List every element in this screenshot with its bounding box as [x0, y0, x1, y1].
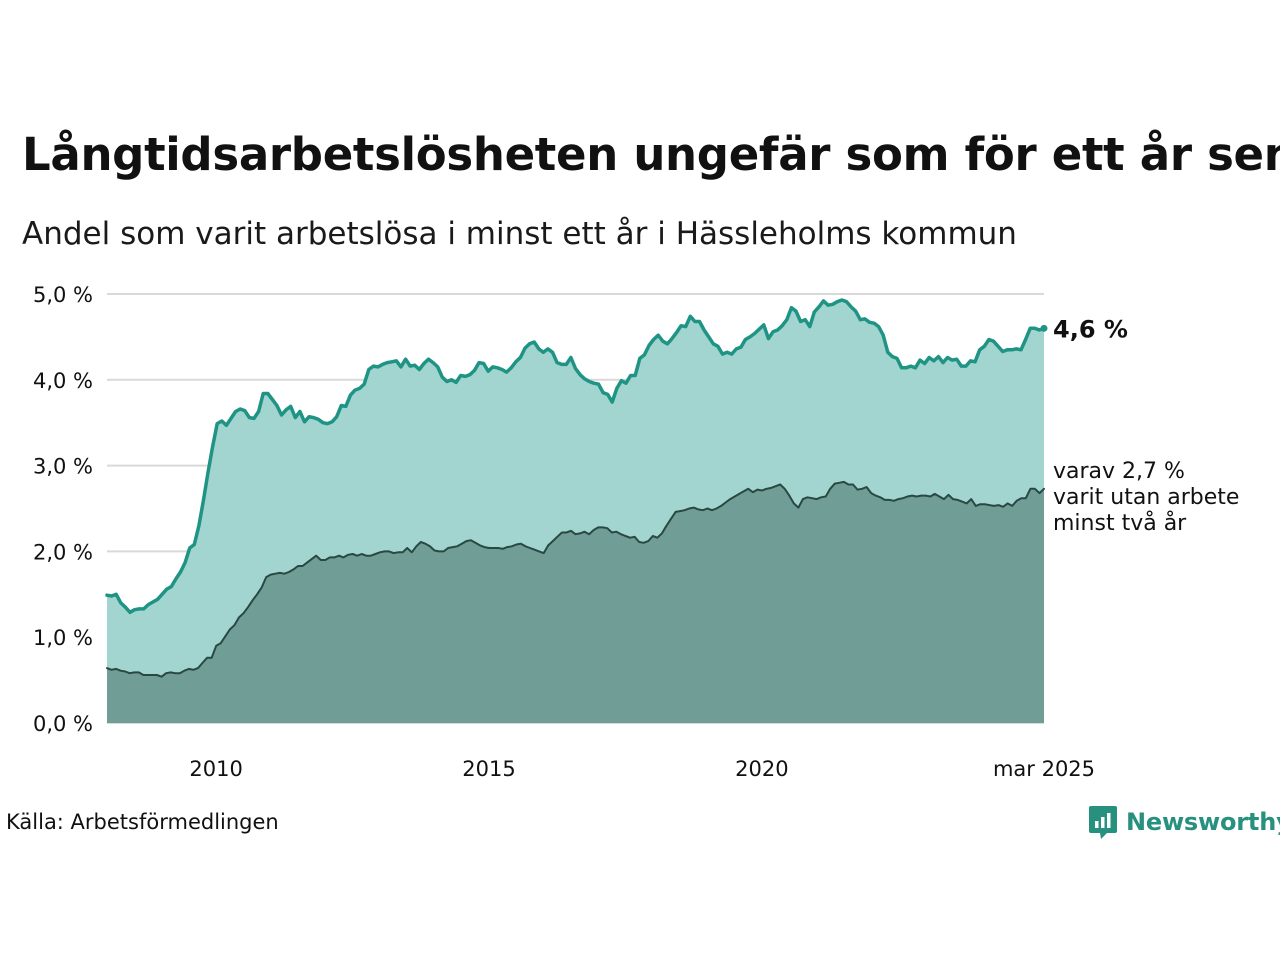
series-areas	[107, 300, 1044, 723]
newsworthy-logo-icon	[1089, 806, 1117, 839]
chart-subtitle: Andel som varit arbetslösa i minst ett å…	[22, 216, 1017, 252]
y-tick-label: 0,0 %	[33, 712, 93, 736]
y-tick-label: 3,0 %	[33, 455, 93, 479]
y-tick-label: 2,0 %	[33, 540, 93, 564]
end-label-total: 4,6 %	[1053, 315, 1128, 343]
end-label-longterm: minst två år	[1053, 510, 1187, 536]
x-tick-label: 2010	[189, 757, 242, 781]
brand-logo: Newsworthy	[1088, 804, 1280, 840]
series-line-1	[105, 298, 1046, 615]
x-tick-label: 2015	[462, 757, 515, 781]
series-end-point	[1040, 324, 1048, 332]
end-label-longterm: varit utan arbete	[1053, 485, 1239, 510]
x-axis: 2010 2015 2020 mar 2025	[189, 757, 1095, 781]
y-tick-label: 1,0 %	[33, 626, 93, 650]
end-label-longterm: varav 2,7 %	[1053, 459, 1185, 484]
brand-name: Newsworthy	[1126, 808, 1280, 836]
x-tick-label: 2020	[735, 757, 788, 781]
series-lines	[105, 298, 1048, 678]
y-tick-label: 4,0 %	[33, 369, 93, 393]
source-note: Källa: Arbetsförmedlingen	[6, 810, 279, 834]
y-axis: 0,0 % 1,0 % 2,0 % 3,0 % 4,0 % 5,0 %	[33, 283, 93, 736]
chart-title: Långtidsarbetslösheten ungefär som för e…	[22, 128, 1280, 181]
series-line-2	[106, 480, 1045, 678]
y-tick-label: 5,0 %	[33, 283, 93, 307]
series-area-2	[107, 481, 1044, 723]
x-tick-label: mar 2025	[993, 757, 1095, 781]
